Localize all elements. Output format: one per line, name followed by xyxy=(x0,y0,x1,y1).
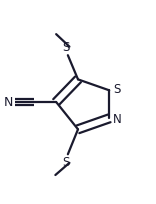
Text: N: N xyxy=(113,113,122,126)
Text: S: S xyxy=(63,156,70,169)
Text: S: S xyxy=(63,41,70,54)
Text: N: N xyxy=(4,95,14,109)
Text: S: S xyxy=(113,83,120,96)
